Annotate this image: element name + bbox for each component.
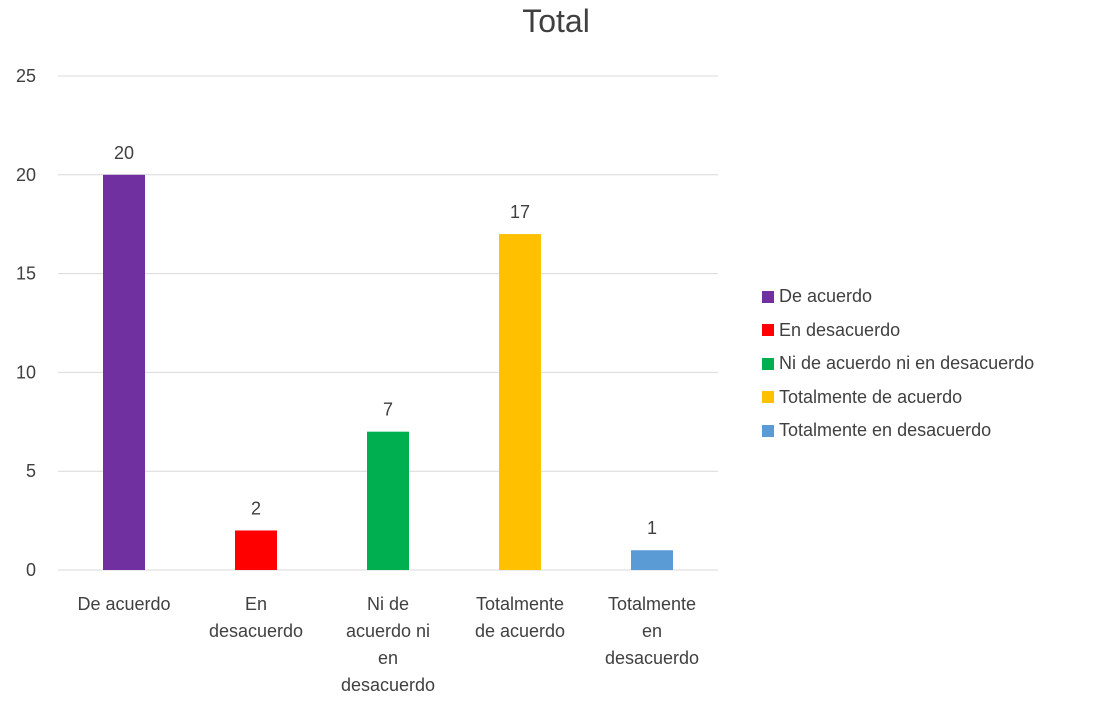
- x-tick-label-line: De acuerdo: [77, 594, 170, 614]
- legend-swatch: [762, 290, 774, 303]
- bars: [103, 174, 673, 571]
- data-label: 7: [383, 400, 393, 420]
- x-tick-label-line: Totalmente: [608, 594, 696, 614]
- y-tick-label: 15: [16, 264, 36, 284]
- legend-swatch: [762, 357, 774, 370]
- legend-item: Totalmente de acuerdo: [762, 381, 1092, 415]
- legend-swatch: [762, 324, 774, 337]
- x-tick-label: En desacuerdo: [209, 594, 303, 641]
- x-tick-label: Ni de acuerdo ni en desacuerdo: [341, 594, 435, 695]
- x-tick-label-line: desacuerdo: [341, 675, 435, 695]
- x-tick-label-line: Totalmente: [476, 594, 564, 614]
- legend-swatch: [762, 424, 774, 437]
- data-label: 17: [510, 202, 530, 222]
- x-tick-label-line: En: [245, 594, 267, 614]
- bar: [499, 234, 541, 570]
- legend-label: Totalmente de acuerdo: [779, 386, 963, 407]
- x-tick-label-line: en: [378, 648, 398, 668]
- x-tick-label-line: desacuerdo: [605, 648, 699, 668]
- x-tick-label-line: Ni de: [367, 594, 409, 614]
- data-label: 20: [114, 143, 134, 163]
- legend-label: Totalmente en desacuerdo: [779, 420, 992, 441]
- bar: [367, 431, 409, 570]
- x-tick-label: De acuerdo: [77, 594, 170, 614]
- bar: [631, 550, 673, 570]
- x-tick-label-line: de acuerdo: [475, 621, 565, 641]
- x-tick-label-line: acuerdo ni: [346, 621, 430, 641]
- data-label: 2: [251, 498, 261, 518]
- legend-label: En desacuerdo: [779, 319, 901, 340]
- bar: [235, 530, 277, 570]
- x-tick-label: Totalmente en desacuerdo: [605, 594, 699, 668]
- y-axis-tick-labels: 0 5 10 15 20 25: [16, 66, 36, 580]
- x-tick-label-line: desacuerdo: [209, 621, 303, 641]
- y-tick-label: 5: [26, 461, 36, 481]
- y-tick-label: 0: [26, 560, 36, 580]
- legend-swatch: [762, 391, 774, 404]
- data-label: 1: [647, 518, 657, 538]
- data-labels: 20 2 7 17 1: [114, 143, 657, 538]
- y-tick-label: 10: [16, 362, 36, 382]
- bar: [103, 174, 145, 571]
- legend-item: Totalmente en desacuerdo: [762, 414, 1092, 448]
- legend-item: En desacuerdo: [762, 314, 1092, 348]
- y-tick-label: 20: [16, 165, 36, 185]
- legend-label: De acuerdo: [779, 286, 873, 307]
- legend-label: Ni de acuerdo ni en desacuerdo: [779, 353, 1035, 374]
- x-tick-label-line: en: [642, 621, 662, 641]
- chart-legend: De acuerdo En desacuerdo Ni de acuerdo ni …: [762, 280, 1092, 448]
- legend-item: Ni de acuerdo ni en desacuerdo: [762, 347, 1092, 381]
- x-tick-label: Totalmente de acuerdo: [475, 594, 565, 641]
- chart-title: Total: [522, 3, 590, 39]
- legend-item: De acuerdo: [762, 280, 1092, 314]
- x-axis-tick-labels: De acuerdo En desacuerdo Ni de acuerdo ni en d…: [77, 594, 699, 695]
- y-tick-label: 25: [16, 66, 36, 86]
